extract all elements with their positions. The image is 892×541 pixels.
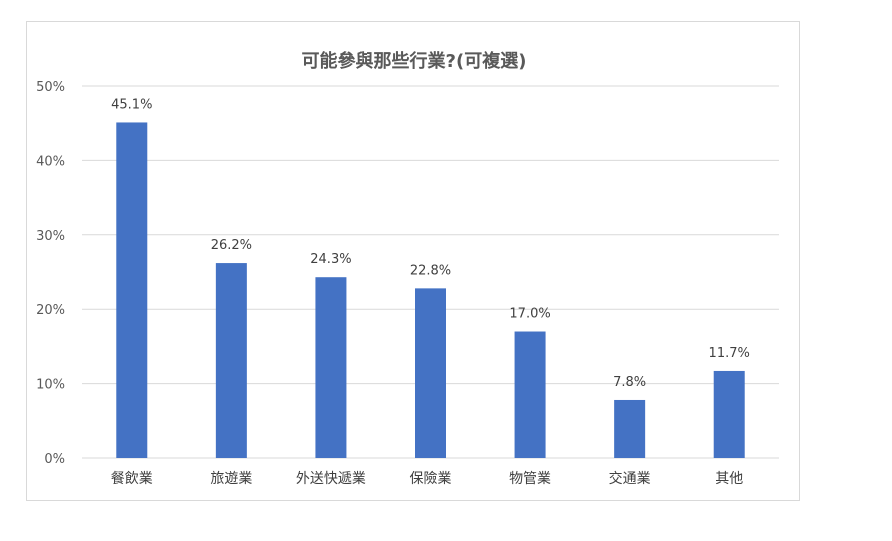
y-axis-ticks: 0% 10% 20% 30% 40% 50% (36, 80, 65, 467)
x-tick-label: 交通業 (609, 470, 651, 487)
bar (215, 263, 247, 458)
y-tick-label: 0% (44, 452, 65, 467)
chart-frame: 可能參與那些行業?(可複選) 0% 10% 20% 30% 40% 50% 45.1% 26… (26, 21, 800, 501)
data-label: 7.8% (613, 375, 646, 390)
y-tick-label: 30% (36, 229, 65, 244)
data-label: 45.1% (111, 97, 152, 112)
data-label: 11.7% (709, 346, 750, 361)
x-tick-label: 物管業 (509, 471, 551, 487)
bar (614, 399, 646, 458)
data-label: 24.3% (310, 252, 351, 267)
y-tick-label: 40% (36, 154, 65, 169)
x-tick-label: 旅遊業 (210, 471, 252, 487)
data-label: 22.8% (410, 263, 451, 278)
x-tick-label: 其他 (715, 471, 743, 487)
bar (415, 288, 446, 458)
bar (315, 277, 347, 458)
chart-title: 可能參與那些行業?(可複選) (302, 50, 527, 72)
bar (514, 331, 546, 458)
data-label: 17.0% (509, 307, 550, 322)
y-tick-label: 50% (36, 80, 65, 95)
x-tick-label: 外送快遞業 (296, 471, 366, 487)
x-tick-label: 保險業 (410, 471, 452, 487)
bar (116, 122, 148, 459)
bar (713, 370, 745, 458)
y-tick-label: 20% (36, 303, 65, 318)
bar-chart: 可能參與那些行業?(可複選) 0% 10% 20% 30% 40% 50% 45.1% 26… (36, 50, 779, 487)
x-axis-ticks: 餐飲業 旅遊業 外送快遞業 保險業 物管業 交通業 其他 (111, 470, 743, 487)
data-label: 26.2% (211, 238, 252, 253)
x-tick-label: 餐飲業 (111, 471, 153, 487)
data-labels: 45.1% 26.2% 24.3% 22.8% 17.0% 7.8% 11.7% (111, 97, 750, 390)
bars (116, 122, 745, 459)
y-tick-label: 10% (36, 378, 65, 393)
